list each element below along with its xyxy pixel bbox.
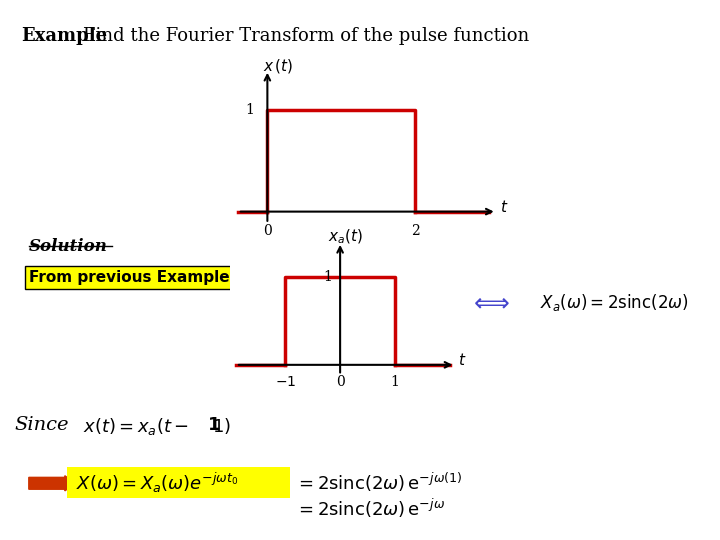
Text: $x_a(t)$: $x_a(t)$ — [328, 228, 363, 246]
Text: $\mathbf{1}$: $\mathbf{1}$ — [207, 416, 220, 434]
Text: $t$: $t$ — [458, 353, 467, 368]
Text: $t$: $t$ — [500, 199, 509, 214]
Text: 0: 0 — [336, 375, 344, 389]
Text: $= 2\mathrm{sinc}(2\omega)\,\mathrm{e}^{-j\omega}$: $= 2\mathrm{sinc}(2\omega)\,\mathrm{e}^{… — [295, 497, 445, 520]
Text: 1: 1 — [323, 270, 332, 284]
Text: $\Longleftrightarrow$: $\Longleftrightarrow$ — [469, 291, 510, 314]
Text: Solution: Solution — [29, 238, 108, 254]
Text: Since: Since — [14, 416, 69, 434]
Text: 1: 1 — [246, 103, 254, 117]
Text: 1: 1 — [390, 375, 400, 389]
Text: From previous Example: From previous Example — [29, 270, 230, 285]
Text: $x\,(t)$: $x\,(t)$ — [264, 57, 294, 75]
Text: Find the Fourier Transform of the pulse function: Find the Fourier Transform of the pulse … — [83, 27, 529, 45]
Text: $1)$: $1)$ — [212, 416, 231, 436]
Text: $x(t)=x_a(t-$: $x(t)=x_a(t-$ — [83, 416, 189, 437]
FancyBboxPatch shape — [67, 467, 290, 498]
Text: 0: 0 — [263, 224, 271, 238]
Text: $-1$: $-1$ — [274, 375, 296, 389]
Text: 2: 2 — [411, 224, 420, 238]
Text: $X_a(\omega)=2\mathrm{sinc}(2\omega)$: $X_a(\omega)=2\mathrm{sinc}(2\omega)$ — [540, 292, 688, 313]
Text: $= 2\mathrm{sinc}(2\omega)\,\mathrm{e}^{-j\omega(1)}$: $= 2\mathrm{sinc}(2\omega)\,\mathrm{e}^{… — [295, 471, 462, 494]
FancyArrow shape — [29, 476, 76, 491]
Text: Example: Example — [22, 27, 108, 45]
Text: $X(\omega) = X_a(\omega)e^{-j\omega t_0}$: $X(\omega) = X_a(\omega)e^{-j\omega t_0}… — [76, 471, 238, 495]
